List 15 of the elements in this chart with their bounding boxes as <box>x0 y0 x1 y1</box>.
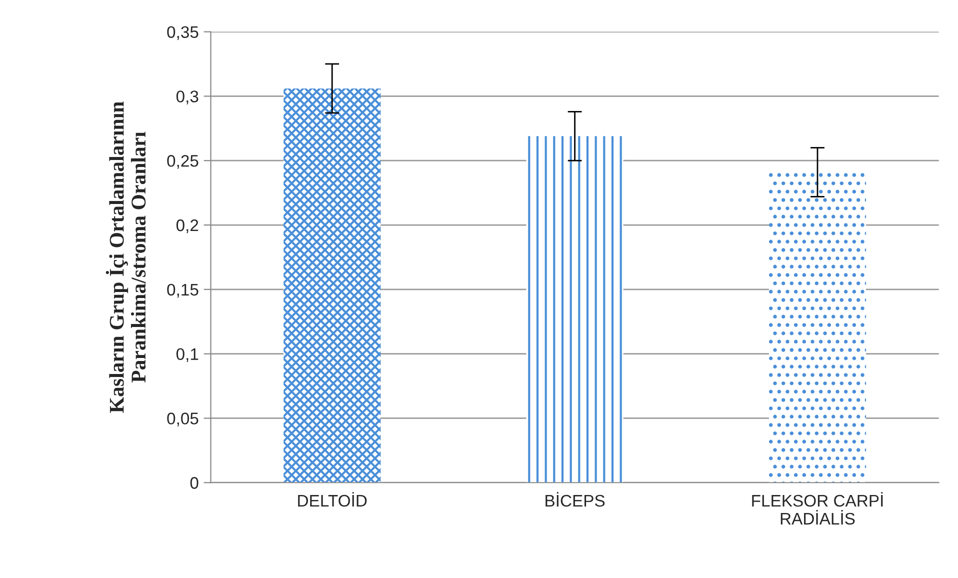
y-tick-label: 0,25 <box>167 155 198 169</box>
y-axis-title: Kasların Grup İçi Ortalamalarının Parankima/stroma Oranları <box>106 102 146 413</box>
bar <box>284 88 381 483</box>
bar <box>768 172 866 483</box>
y-tick-label: 0,05 <box>167 412 198 426</box>
bar <box>526 136 624 483</box>
x-tick-label: FLEKSOR CARPİ RADİALİS <box>752 492 883 525</box>
y-tick-label: 0,3 <box>176 90 198 104</box>
y-tick-label: 0 <box>190 477 198 489</box>
x-tick-label: BİCEPS <box>546 492 605 507</box>
x-tick-label: DELTOİD <box>298 492 367 507</box>
y-tick-label: 0,15 <box>167 284 198 298</box>
y-tick-label: 0,1 <box>176 348 198 362</box>
y-tick-label: 0,2 <box>176 219 198 234</box>
y-tick-label: 0,35 <box>167 26 198 40</box>
